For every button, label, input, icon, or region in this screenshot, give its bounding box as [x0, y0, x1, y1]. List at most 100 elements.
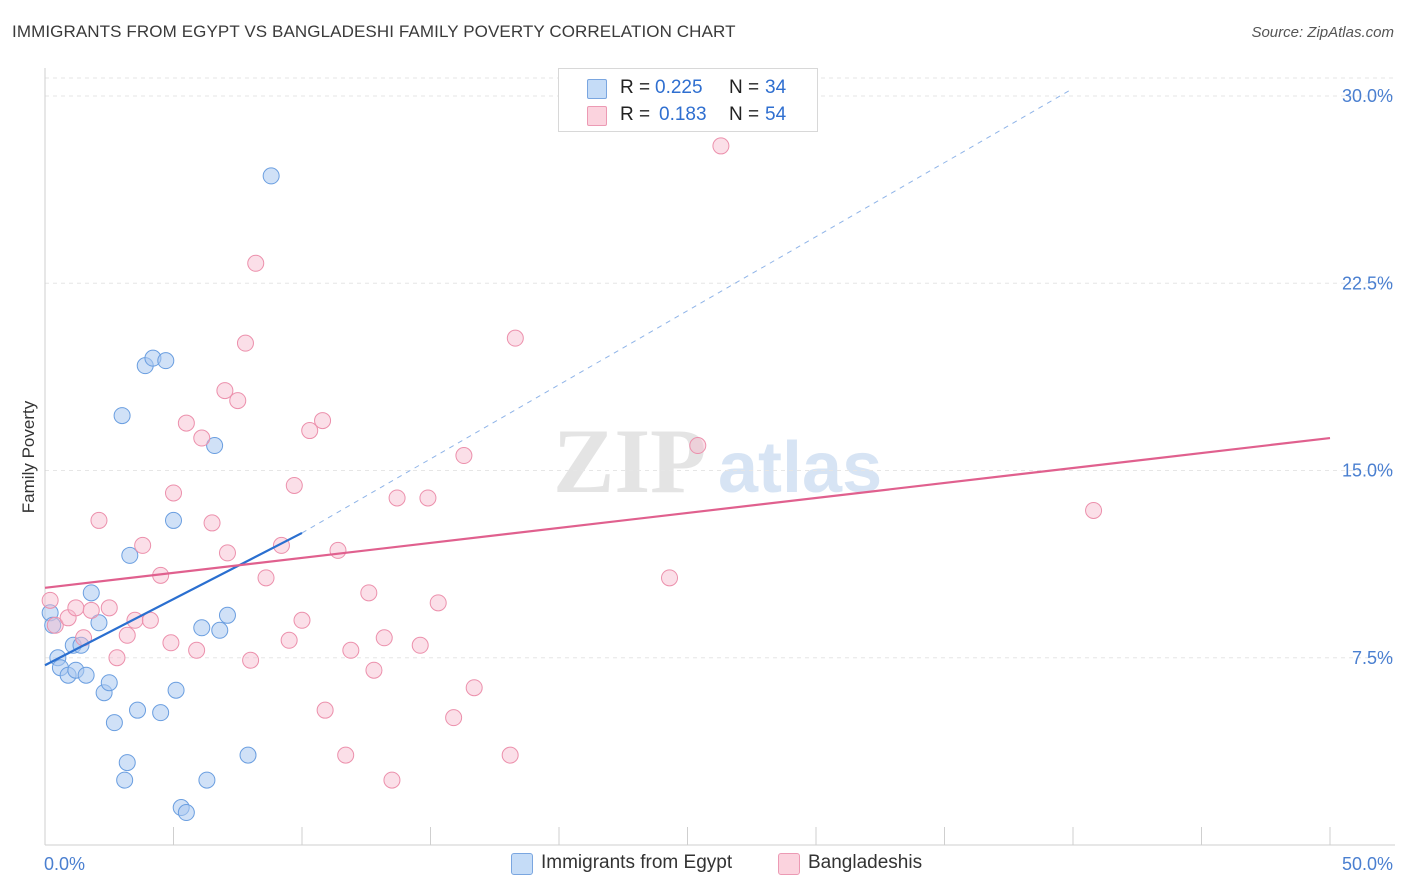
point-bangladeshis: [365, 661, 383, 679]
legend-swatch-egypt: [511, 853, 533, 875]
point-bangladeshis: [445, 709, 463, 727]
point-bangladeshis: [712, 137, 730, 155]
point-bangladeshis: [257, 569, 275, 587]
point-egypt: [121, 546, 139, 564]
legend-r-label: R =: [620, 77, 651, 98]
data-points: [41, 137, 1103, 822]
point-bangladeshis: [229, 392, 247, 410]
point-bangladeshis: [126, 611, 144, 629]
point-egypt: [90, 614, 108, 632]
legend-label-bangladeshis: Bangladeshis: [808, 852, 923, 873]
point-bangladeshis: [46, 616, 64, 634]
point-bangladeshis: [337, 746, 355, 764]
point-bangladeshis: [141, 611, 159, 629]
point-egypt: [105, 714, 123, 732]
point-egypt: [193, 619, 211, 637]
point-egypt: [206, 437, 224, 455]
point-bangladeshis: [360, 584, 378, 602]
point-egypt: [116, 771, 134, 789]
point-bangladeshis: [293, 611, 311, 629]
x-tick-label: 50.0%: [1342, 854, 1393, 874]
legend-row-egypt: R = 0.225 N = 34: [559, 77, 817, 101]
point-bangladeshis: [188, 641, 206, 659]
x-tick-label: 0.0%: [44, 854, 85, 874]
point-egypt: [77, 666, 95, 684]
gridlines: [45, 77, 1395, 659]
point-bangladeshis: [218, 544, 236, 562]
stats-legend: R = 0.225 N = 34 R = 0.183 N = 54: [558, 68, 818, 132]
axes: [44, 68, 1395, 846]
point-egypt: [113, 407, 131, 425]
point-bangladeshis: [301, 422, 319, 440]
point-bangladeshis: [429, 594, 447, 612]
point-egypt: [167, 681, 185, 699]
legend-n-label: N =: [729, 77, 760, 98]
legend-n-value: 54: [765, 104, 787, 125]
point-bangladeshis: [501, 746, 519, 764]
trend-line-egypt-extrapolated: [301, 88, 1074, 534]
point-bangladeshis: [162, 634, 180, 652]
trend-line-bangladeshis: [44, 436, 1331, 589]
point-bangladeshis: [285, 476, 303, 494]
point-bangladeshis: [388, 489, 406, 507]
tick-labels: 7.5% 15.0% 22.5% 30.0% 0.0% 50.0%: [44, 86, 1393, 874]
legend-label-egypt: Immigrants from Egypt: [541, 852, 733, 873]
point-bangladeshis: [375, 629, 393, 647]
point-bangladeshis: [411, 636, 429, 654]
point-bangladeshis: [100, 599, 118, 617]
watermark-atlas: atlas: [718, 428, 882, 508]
point-bangladeshis: [383, 771, 401, 789]
legend-n-label: N =: [729, 104, 760, 125]
source-label: Source: ZipAtlas.com: [1251, 24, 1394, 41]
legend-swatch-egypt: [587, 79, 607, 99]
point-bangladeshis: [314, 412, 332, 430]
point-bangladeshis: [661, 569, 679, 587]
point-bangladeshis: [203, 514, 221, 532]
point-egypt: [198, 771, 216, 789]
point-bangladeshis: [41, 591, 59, 609]
point-bangladeshis: [1085, 501, 1103, 519]
legend-swatch-bangladeshis: [778, 853, 800, 875]
point-bangladeshis: [316, 701, 334, 719]
trend-lines: [44, 88, 1331, 667]
y-tick-label: 22.5%: [1342, 273, 1393, 293]
point-bangladeshis: [216, 382, 234, 400]
point-bangladeshis: [280, 631, 298, 649]
point-egypt: [218, 606, 236, 624]
point-egypt: [157, 352, 175, 370]
watermark-zip: ZIP: [553, 410, 706, 512]
point-egypt: [211, 621, 229, 639]
point-bangladeshis: [242, 651, 260, 669]
point-egypt: [118, 754, 136, 772]
point-egypt: [152, 704, 170, 722]
point-egypt: [129, 701, 147, 719]
point-bangladeshis: [419, 489, 437, 507]
point-bangladeshis: [134, 536, 152, 554]
y-tick-label: 30.0%: [1342, 86, 1393, 106]
point-bangladeshis: [82, 601, 100, 619]
watermark: ZIP atlas: [553, 410, 882, 512]
y-tick-label: 15.0%: [1342, 461, 1393, 481]
point-bangladeshis: [108, 649, 126, 667]
point-bangladeshis: [506, 329, 524, 347]
legend-r-value: 0.225: [655, 77, 703, 98]
point-bangladeshis: [193, 429, 211, 447]
point-bangladeshis: [329, 541, 347, 559]
point-egypt: [165, 511, 182, 529]
legend-r-label: R =: [620, 104, 651, 125]
point-bangladeshis: [465, 679, 483, 697]
point-egypt: [100, 674, 118, 692]
legend-row-bangladeshis: R = 0.183 N = 54: [559, 104, 817, 128]
y-axis-label: Family Poverty: [19, 400, 38, 513]
point-egypt: [239, 746, 257, 764]
y-tick-label: 7.5%: [1352, 648, 1393, 668]
point-bangladeshis: [165, 484, 182, 502]
point-egypt: [177, 804, 195, 822]
point-bangladeshis: [689, 437, 707, 455]
legend-n-value: 34: [765, 77, 787, 98]
point-bangladeshis: [177, 414, 195, 432]
trend-line-egypt: [44, 531, 303, 667]
point-bangladeshis: [342, 641, 360, 659]
point-egypt: [82, 584, 100, 602]
